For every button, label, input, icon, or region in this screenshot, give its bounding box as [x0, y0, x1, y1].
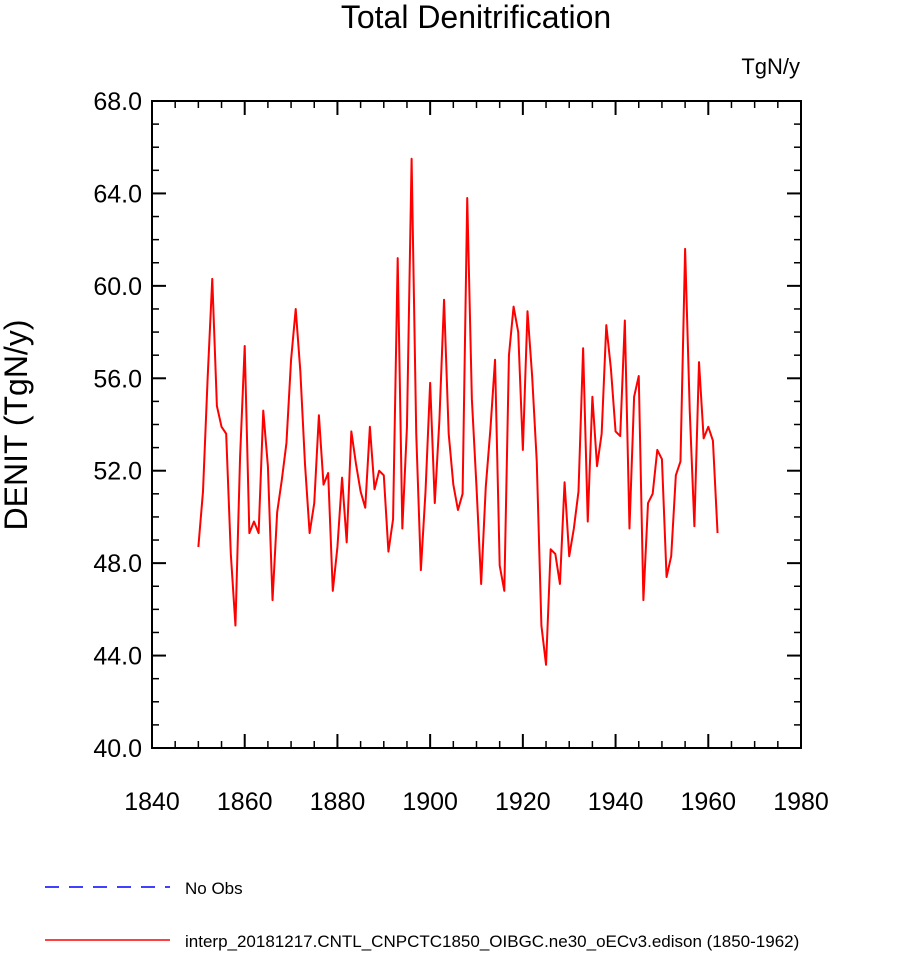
x-tick-label: 1840	[124, 788, 180, 816]
y-tick-label: 60.0	[93, 273, 142, 301]
units-label: TgN/y	[741, 54, 800, 79]
chart-title: Total Denitrification	[341, 0, 611, 35]
x-tick-label: 1860	[217, 788, 273, 816]
series-line-0	[197, 157, 719, 666]
axis-ticks	[151, 100, 802, 749]
x-tick-label: 1940	[588, 788, 644, 816]
y-tick-label: 52.0	[93, 458, 142, 486]
y-tick-label: 40.0	[93, 735, 142, 763]
x-tick-label: 1880	[310, 788, 366, 816]
axis-tick-labels: 1840 1860 1880 1900 1920 1940 1960 1980 40.0 44.0…	[93, 88, 828, 816]
y-tick-label: 68.0	[93, 88, 142, 116]
y-axis-label: DENIT (TgN/y)	[0, 320, 34, 531]
y-tick-label: 56.0	[93, 365, 142, 393]
y-tick-label: 64.0	[93, 180, 142, 208]
series-group	[197, 157, 719, 666]
y-tick-label: 44.0	[93, 643, 142, 671]
x-tick-label: 1920	[495, 788, 551, 816]
x-tick-label: 1980	[773, 788, 829, 816]
y-tick-label: 48.0	[93, 550, 142, 578]
legend: No Obs interp_20181217.CNTL_CNPCTC1850_O…	[45, 879, 799, 951]
legend-model-label: interp_20181217.CNTL_CNPCTC1850_OIBGC.ne…	[185, 932, 799, 951]
legend-no-obs-label: No Obs	[185, 879, 243, 898]
x-tick-label: 1900	[402, 788, 458, 816]
x-tick-label: 1960	[680, 788, 736, 816]
